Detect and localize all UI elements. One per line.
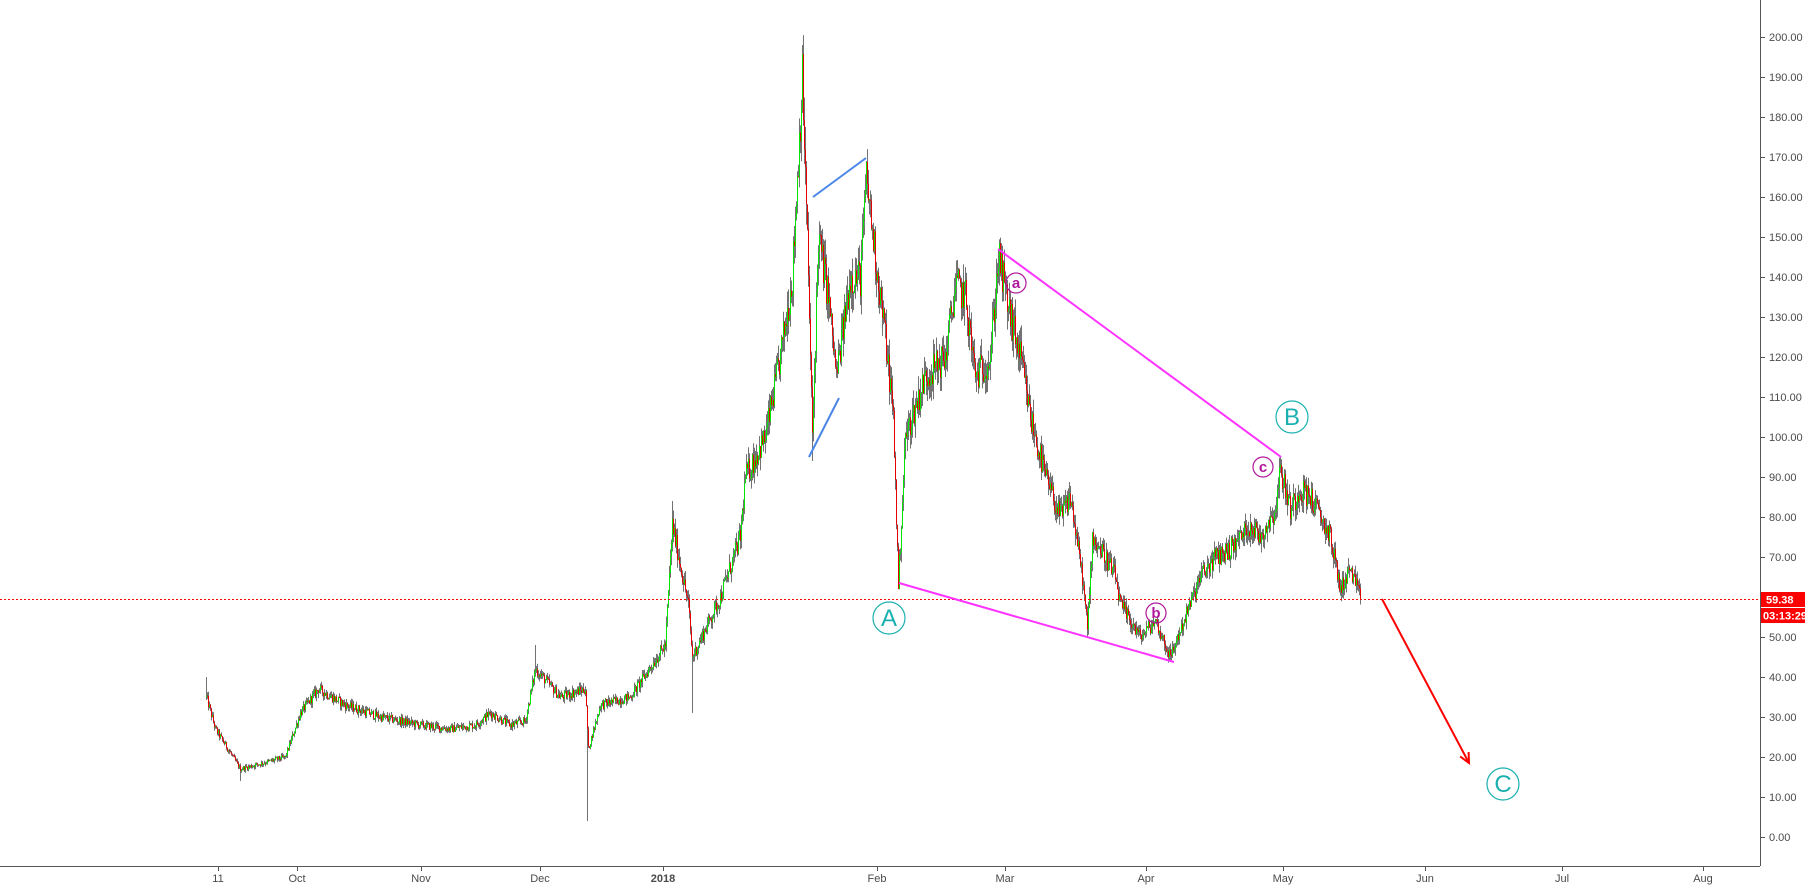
countdown-label: 03:13:29 xyxy=(1763,611,1805,623)
price-tick-label: 100.00 xyxy=(1769,432,1803,444)
time-tick-label: May xyxy=(1273,873,1294,885)
time-tick-label: Mar xyxy=(996,873,1015,885)
wave-label-a[interactable]: a xyxy=(1005,272,1027,294)
time-tick-label: Nov xyxy=(411,873,431,885)
price-tick-label: 110.00 xyxy=(1769,392,1802,404)
arrow-head-icon xyxy=(1459,751,1471,766)
price-tick-label: 190.00 xyxy=(1769,72,1803,84)
price-tick-label: 180.00 xyxy=(1769,112,1803,124)
price-tick-label: 120.00 xyxy=(1769,352,1803,364)
arrow-shaft xyxy=(1381,598,1470,764)
price-tick-label: 70.00 xyxy=(1769,552,1797,564)
wave-label-b[interactable]: b xyxy=(1145,602,1167,624)
price-axis[interactable]: 200.00 190.00 180.00 170.00 160.00 150.00 140.… xyxy=(1760,32,1803,844)
price-tick-label: 160.00 xyxy=(1769,192,1803,204)
wave-label-c[interactable]: c xyxy=(1252,456,1274,478)
price-tick-label: 150.00 xyxy=(1769,232,1803,244)
svg-text:C: C xyxy=(1494,771,1511,798)
triangle-trendline[interactable] xyxy=(808,397,840,458)
price-tick-label: 40.00 xyxy=(1769,672,1797,684)
price-tick-label: 30.00 xyxy=(1769,712,1797,724)
svg-text:c: c xyxy=(1259,459,1267,476)
price-tick-label: 170.00 xyxy=(1769,152,1803,164)
current-price-label: 59.38 xyxy=(1766,595,1794,607)
wave-label-A[interactable]: A xyxy=(872,601,906,635)
price-tick-label: 90.00 xyxy=(1769,472,1797,484)
price-tick-label: 10.00 xyxy=(1769,792,1797,804)
price-tick-label: 50.00 xyxy=(1769,632,1797,644)
time-tick-label: Feb xyxy=(868,873,887,885)
time-tick-label: Apr xyxy=(1137,873,1154,885)
svg-text:b: b xyxy=(1151,605,1160,622)
triangle-drawing[interactable] xyxy=(808,157,867,458)
elliott-wave-labels[interactable]: A B Ca b c xyxy=(872,272,1520,801)
svg-text:a: a xyxy=(1012,275,1021,292)
price-tick-label: 80.00 xyxy=(1769,512,1797,524)
current-price-tag: 59.38 03:13:29 xyxy=(1761,592,1805,623)
time-tick-label: 11 xyxy=(212,873,223,885)
time-tick-label: Aug xyxy=(1693,873,1713,885)
svg-text:A: A xyxy=(881,605,897,632)
wave-label-B[interactable]: B xyxy=(1275,400,1309,434)
wedge-trendline[interactable] xyxy=(898,582,1175,663)
svg-text:B: B xyxy=(1284,404,1300,431)
time-tick-label: 2018 xyxy=(651,873,675,885)
time-axis[interactable]: 11 Oct Nov Dec 2018 Feb Mar Apr May Jun Jul Aug xyxy=(212,866,1713,885)
triangle-trendline[interactable] xyxy=(812,157,867,198)
price-tick-label: 0.00 xyxy=(1769,832,1790,844)
time-tick-label: Oct xyxy=(288,873,305,885)
projection-arrow[interactable] xyxy=(1381,598,1471,766)
price-tick-label: 20.00 xyxy=(1769,752,1797,764)
time-tick-label: Jun xyxy=(1416,873,1434,885)
time-tick-label: Jul xyxy=(1555,873,1569,885)
wave-label-C[interactable]: C xyxy=(1486,767,1520,801)
time-tick-label: Dec xyxy=(530,873,550,885)
wedge-trendline[interactable] xyxy=(997,248,1282,458)
price-tick-label: 130.00 xyxy=(1769,312,1803,324)
candlestick-series xyxy=(206,35,1361,821)
price-tick-label: 200.00 xyxy=(1769,32,1803,44)
price-tick-label: 140.00 xyxy=(1769,272,1803,284)
wedge-trendlines[interactable] xyxy=(898,248,1282,663)
